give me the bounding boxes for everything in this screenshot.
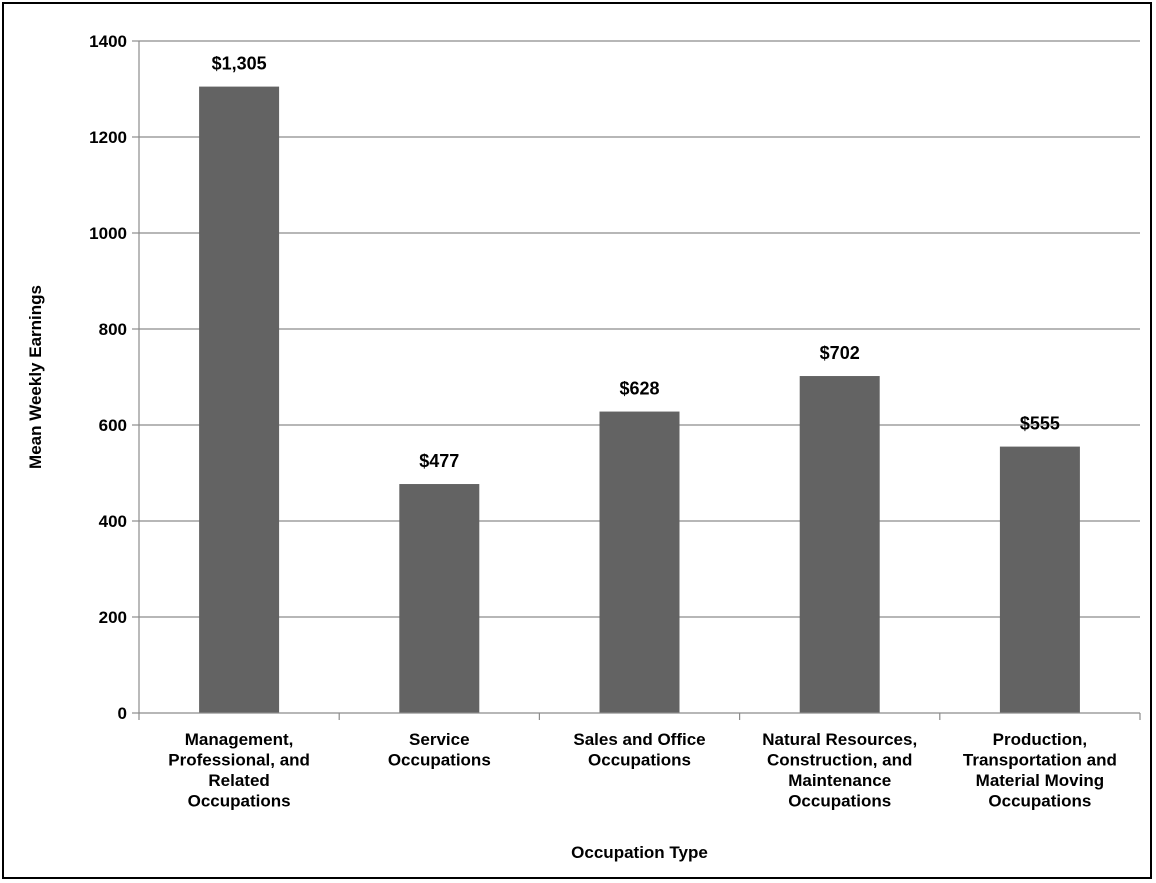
x-category-label: Production, Transportation and Material Mo… <box>963 730 1117 811</box>
y-tick-label: 800 <box>99 320 127 339</box>
y-axis-title: Mean Weekly Earnings <box>26 285 45 469</box>
data-label: $1,305 <box>212 54 267 74</box>
x-category-label: Natural Resources, Construction, and Maint… <box>762 730 917 811</box>
y-tick-label: 400 <box>99 512 127 531</box>
data-label: $477 <box>419 451 459 471</box>
x-category-label: Service Occupations <box>388 730 491 770</box>
labels: 0 200 400 600 800 1000 1200 1400 $1,305 Managemen… <box>89 32 1117 811</box>
x-category-label: Sales and Office Occupations <box>573 730 705 770</box>
axes <box>138 41 1141 720</box>
bar <box>199 86 280 714</box>
y-tick-label: 200 <box>99 608 127 627</box>
x-category-label: Management, Professional, and Related Occup… <box>168 730 310 811</box>
bar-chart: 0 200 400 600 800 1000 1200 1400 $1,305 Managemen… <box>26 32 1141 862</box>
data-label: $702 <box>820 343 860 363</box>
y-tick-label: 1200 <box>89 128 127 147</box>
data-label: $628 <box>619 379 659 399</box>
bar <box>399 484 480 713</box>
bar <box>599 411 680 713</box>
y-tick-label: 600 <box>99 416 127 435</box>
bar <box>799 376 880 713</box>
y-tick-label: 1400 <box>89 32 127 51</box>
y-tick-label: 0 <box>118 704 127 723</box>
bar <box>999 446 1080 713</box>
bars <box>199 86 1080 714</box>
data-label: $555 <box>1020 414 1060 434</box>
y-tick-label: 1000 <box>89 224 127 243</box>
x-axis-title: Occupation Type <box>571 843 708 862</box>
